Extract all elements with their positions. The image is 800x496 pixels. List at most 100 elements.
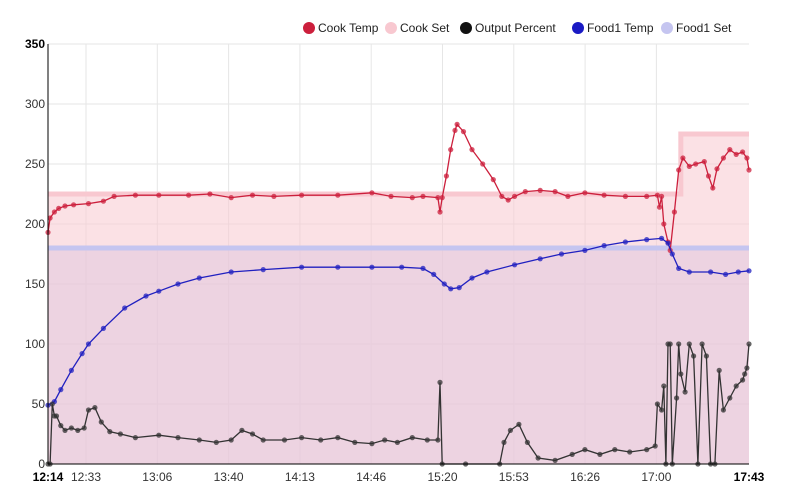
legend-label: Food1 Set: [676, 21, 732, 35]
legend-item-food1-temp[interactable]: Food1 Temp: [572, 21, 654, 35]
output-percent-point: [667, 341, 673, 347]
output-percent-point: [501, 439, 507, 445]
output-percent-point: [612, 447, 618, 453]
legend-item-cook-set[interactable]: Cook Set: [385, 21, 450, 35]
legend-swatch: [572, 22, 584, 34]
food1-temp-point: [79, 351, 85, 357]
y-tick-label: 350: [25, 37, 45, 51]
cook-temp-point: [469, 147, 475, 153]
cook-temp-point: [62, 203, 68, 209]
output-percent-point: [437, 379, 443, 385]
cook-temp-point: [454, 121, 460, 127]
food1-temp-point: [369, 264, 375, 270]
food1-temp-point: [175, 281, 181, 287]
output-percent-point: [394, 439, 400, 445]
cook-temp-point: [132, 192, 138, 198]
cook-temp-point: [435, 195, 441, 201]
cook-temp-point: [100, 198, 106, 204]
cook-temp-point: [511, 193, 518, 199]
output-percent-point: [678, 371, 684, 377]
cook-temp-point: [111, 193, 117, 199]
legend-label: Cook Set: [400, 21, 450, 35]
food1-temp-point: [420, 265, 426, 271]
cook-temp-point: [228, 195, 234, 201]
output-percent-point: [535, 455, 541, 461]
legend-swatch: [460, 22, 472, 34]
output-percent-point: [318, 437, 324, 443]
output-percent-point: [249, 431, 256, 437]
output-percent-point: [569, 451, 575, 457]
cook-temp-point: [552, 189, 558, 195]
legend-swatch: [661, 22, 673, 34]
cook-temp-point: [740, 149, 746, 155]
legend-label: Food1 Temp: [587, 21, 654, 35]
y-tick-label: 250: [25, 157, 45, 171]
food1-temp-point: [511, 262, 518, 268]
y-tick-label: 50: [32, 397, 46, 411]
output-percent-point: [281, 437, 288, 443]
food1-temp-point: [582, 247, 588, 253]
output-percent-point: [703, 353, 710, 359]
food1-temp-point: [659, 235, 665, 241]
cook-temp-point: [56, 205, 62, 211]
cook-temp-point: [51, 209, 58, 215]
output-percent-point: [744, 365, 750, 371]
food1-temp-point: [669, 251, 675, 257]
x-tick-label: 14:13: [285, 470, 315, 484]
x-tick-label: 14:46: [356, 470, 386, 484]
output-percent-point: [659, 407, 665, 413]
output-percent-point: [740, 377, 746, 383]
x-tick-label: 16:26: [570, 470, 600, 484]
output-percent-point: [424, 437, 430, 443]
legend-item-food1-set[interactable]: Food1 Set: [661, 21, 732, 35]
output-percent-point: [352, 439, 358, 445]
cook-temp-point: [727, 147, 733, 153]
cook-temp-point: [460, 129, 467, 135]
cook-temp-point: [505, 197, 511, 203]
food1-temp-point: [622, 239, 629, 245]
cook-temp-point: [207, 191, 213, 197]
output-percent-point: [49, 401, 55, 407]
cook-temp-point: [565, 193, 571, 199]
cook-set-area: [48, 134, 749, 464]
cook-temp-point: [601, 192, 607, 198]
output-percent-point: [409, 435, 415, 441]
output-percent-point: [644, 447, 650, 453]
cook-temp-point: [388, 193, 394, 199]
food1-temp-point: [143, 293, 149, 299]
cook-temp-point: [71, 202, 77, 208]
output-percent-point: [58, 423, 64, 429]
output-percent-point: [686, 341, 692, 347]
output-percent-point: [742, 371, 748, 377]
food1-temp-point: [746, 268, 752, 274]
food1-temp-point: [537, 256, 543, 262]
cook-temp-point: [720, 155, 727, 161]
legend-item-cook-temp[interactable]: Cook Temp: [303, 21, 379, 35]
cook-temp-point: [693, 161, 699, 167]
series-lines: [45, 121, 752, 467]
legend[interactable]: Cook Temp Cook Set Output Percent Food1 Tem…: [303, 21, 732, 35]
cook-temp-point: [499, 193, 505, 199]
cook-temp-point: [705, 173, 712, 179]
food1-temp-point: [456, 285, 462, 291]
cook-temp-point: [85, 201, 92, 207]
legend-item-output-percent[interactable]: Output Percent: [460, 21, 556, 35]
output-percent-point: [435, 437, 441, 443]
output-percent-point: [85, 407, 92, 413]
output-percent-point: [107, 429, 113, 435]
cook-temp-point: [714, 166, 720, 172]
cook-temp-point: [522, 189, 528, 195]
output-percent-point: [369, 441, 375, 447]
cook-temp-point: [186, 192, 192, 198]
food1-temp-point: [676, 265, 682, 271]
cook-temp-point: [369, 190, 375, 196]
food1-temp-point: [601, 243, 607, 249]
cook-temp-point: [443, 173, 449, 179]
cook-temp-point: [299, 192, 305, 198]
output-percent-point: [716, 367, 722, 373]
food1-temp-point: [122, 305, 128, 311]
x-tick-label: 15:20: [427, 470, 457, 484]
cook-temp-point: [671, 209, 678, 215]
output-percent-point: [98, 419, 104, 425]
food1-temp-point: [156, 288, 162, 294]
